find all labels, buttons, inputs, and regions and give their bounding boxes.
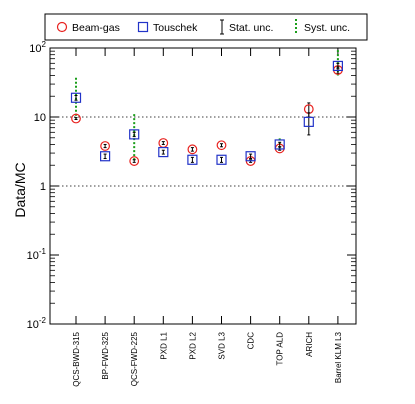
legend-label-stat-unc: Stat. unc.: [229, 22, 273, 34]
touschek-marker: [187, 154, 198, 165]
x-tick-label: CDC: [247, 332, 256, 350]
y-tick-label: 102: [29, 40, 46, 55]
touschek-marker: [70, 92, 82, 103]
beam-gas-marker: [71, 113, 81, 124]
beam-gas-marker: [129, 156, 140, 166]
legend-circle-marker: [56, 21, 68, 33]
x-tick-label: PXD L2: [188, 331, 197, 359]
legend-label-touschek: Touschek: [153, 22, 198, 34]
x-tick-label: QCS-BWD-315: [72, 331, 81, 386]
plot-area: 10-2 10-1 1 10 102 QCS-BWD-315 BP-FWD-325 QCS-F…: [27, 40, 357, 387]
touschek-marker: [245, 151, 256, 162]
legend-frame: [44, 13, 368, 41]
touschek-marker: [303, 116, 314, 127]
beam-gas-marker: [216, 140, 227, 151]
x-tick-label: PXD L1: [159, 331, 168, 359]
legend-label-syst-unc: Syst. unc.: [304, 22, 350, 34]
x-tick-label: BP-FWD-325: [101, 331, 110, 379]
touschek-marker: [129, 129, 140, 140]
x-tick-label: SVD L3: [218, 331, 227, 359]
y-axis-title: Data/MC: [12, 162, 28, 217]
touschek-marker: [99, 151, 111, 162]
x-tick-label: ARICH: [305, 332, 314, 357]
x-tick-label: TOP ALD: [276, 332, 285, 366]
x-tick-label: QCS-FWD-225: [130, 331, 139, 386]
legend: Beam-gas Touschek Stat. unc. Syst. unc.: [44, 13, 368, 41]
legend-item-syst-unc: Syst. unc.: [295, 19, 350, 35]
y-tick-label: 10-1: [27, 247, 47, 262]
y-tick-label: 10: [34, 112, 46, 124]
x-tick-label: Barrel KLM L3: [334, 331, 343, 383]
legend-item-beam-gas: Beam-gas: [56, 21, 120, 34]
legend-item-stat-unc: Stat. unc.: [220, 19, 273, 35]
beam-gas-marker: [187, 144, 198, 155]
y-tick-label: 1: [40, 181, 46, 193]
y-tick-label: 10-2: [27, 316, 47, 331]
touschek-marker: [216, 154, 227, 165]
legend-square-marker: [137, 21, 149, 33]
legend-item-touschek: Touschek: [137, 21, 198, 34]
beam-gas-marker: [100, 141, 110, 151]
touschek-marker: [158, 146, 169, 158]
legend-label-beam-gas: Beam-gas: [72, 22, 120, 34]
touschek-marker: [274, 139, 285, 150]
touschek-marker: [332, 60, 343, 72]
